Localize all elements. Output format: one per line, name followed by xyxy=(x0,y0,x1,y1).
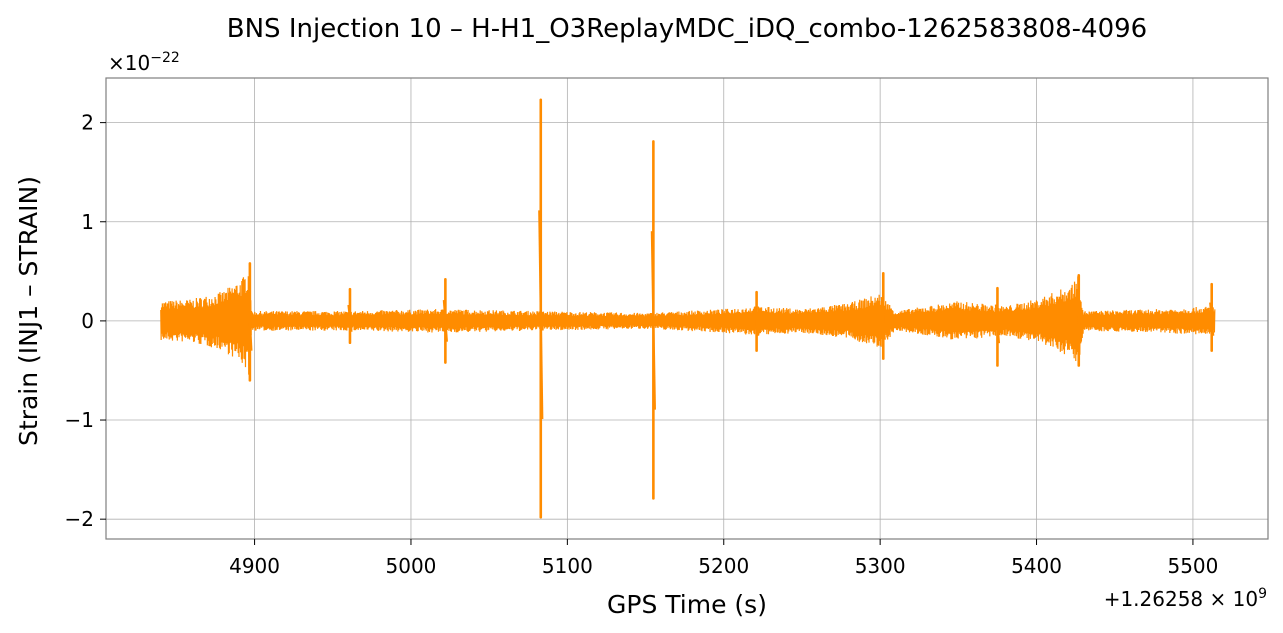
strain-spike-core xyxy=(880,297,886,340)
strain-spike-core xyxy=(538,210,544,420)
y-scale-label: ×10−22 xyxy=(108,50,180,75)
strain-trace xyxy=(160,276,1216,375)
x-tick-label: 5400 xyxy=(1011,554,1062,578)
strain-spike-core xyxy=(1209,302,1215,336)
x-tick-label: 5200 xyxy=(698,554,749,578)
plot-area xyxy=(160,98,1216,519)
y-tick-label: −2 xyxy=(65,507,94,531)
grid xyxy=(106,78,1268,539)
y-tick-label: −1 xyxy=(65,408,94,432)
y-tick-label: 2 xyxy=(81,111,94,135)
x-tick-label: 5000 xyxy=(386,554,437,578)
x-offset-exponent: 9 xyxy=(1258,586,1267,602)
svg-text:+1.26258 × 109: +1.26258 × 109 xyxy=(1104,586,1267,611)
x-axis-label: GPS Time (s) xyxy=(607,590,767,619)
plot-frame xyxy=(105,77,1269,540)
x-tick-label: 5100 xyxy=(542,554,593,578)
x-tick-label: 5500 xyxy=(1167,554,1218,578)
strain-spike-core xyxy=(247,292,253,351)
x-tick-label: 4900 xyxy=(229,554,280,578)
x-tick-label: 5300 xyxy=(855,554,906,578)
strain-spike-core xyxy=(754,306,760,336)
y-axis-label: Strain (INJ1 – STRAIN) xyxy=(14,176,43,446)
strain-spike-core xyxy=(994,304,1001,344)
x-offset-times: × 10 xyxy=(1203,587,1258,611)
chart-title: BNS Injection 10 – H-H1_O3ReplayMDC_iDQ_… xyxy=(227,14,1147,44)
y-axis: −2 −1 0 1 2 xyxy=(65,111,106,531)
svg-text:×10−22: ×10−22 xyxy=(108,50,180,75)
x-axis: 4900 5000 5100 5200 5300 5400 5500 xyxy=(229,539,1218,578)
y-tick-label: 1 xyxy=(81,210,94,234)
y-tick-label: 0 xyxy=(81,309,94,333)
x-offset-base: +1.26258 xyxy=(1104,587,1203,611)
strain-spike-core xyxy=(650,231,656,410)
strain-spike-core xyxy=(1076,298,1082,344)
strain-spike-core xyxy=(442,299,448,342)
y-scale-base: ×10 xyxy=(108,51,150,75)
y-scale-exponent: −22 xyxy=(150,50,180,66)
strain-spike-core xyxy=(347,304,353,332)
